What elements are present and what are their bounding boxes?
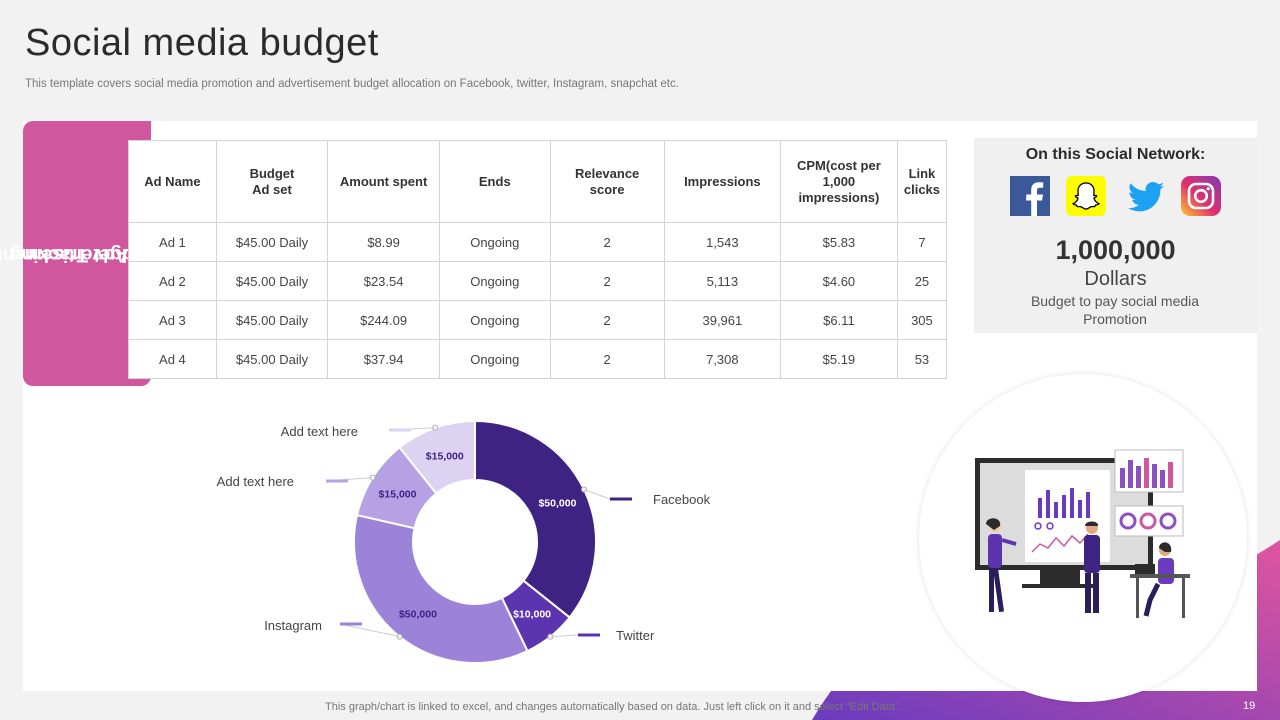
table-cell: 2 (549, 339, 665, 379)
table-cell: 39,961 (663, 300, 781, 340)
header-cpm: CPM(cost per 1,000 impressions) (779, 140, 898, 223)
budget-amount: 1,000,000 (1055, 235, 1176, 265)
table-cell: Ad 4 (128, 339, 217, 379)
donut-slice (353, 513, 529, 664)
facebook-icon (1010, 176, 1050, 216)
header-ad-name: Ad Name (128, 140, 217, 223)
donut-value-label: $50,000 (399, 609, 437, 621)
table-cell: $23.54 (327, 261, 441, 301)
table-row: Ad 2 $45.00 Daily $23.54 Ongoing 2 5,113… (128, 261, 948, 301)
table-cell: Ongoing (439, 300, 551, 340)
table-cell: $6.11 (779, 300, 898, 340)
donut-category-label: Instagram (264, 618, 322, 633)
callout-line (583, 489, 611, 500)
donut-slice (474, 419, 597, 619)
table-cell: 5,113 (663, 261, 781, 301)
donut-value-label: $50,000 (538, 497, 576, 509)
social-network-box (974, 138, 1257, 333)
ad-budget-table: Ad Name Budget Ad set Amount spent Ends … (128, 140, 948, 379)
table-row: Ad 4 $45.00 Daily $37.94 Ongoing 2 7,308… (128, 339, 948, 379)
donut-category-label: Twitter (616, 628, 655, 643)
page-title: Social media budget (25, 22, 379, 64)
header-ends: Ends (439, 140, 551, 223)
donut-category-label: Add text here (217, 474, 294, 489)
instagram-icon (1181, 176, 1221, 216)
callout-line (339, 623, 400, 638)
donut-category-label: Add text here (281, 424, 358, 439)
table-cell: $45.00 Daily (215, 222, 329, 262)
table-cell: 2 (549, 261, 665, 301)
budget-note: Budget to pay social media Promotion (1030, 293, 1200, 327)
table-cell: $45.00 Daily (215, 300, 329, 340)
snapchat-icon (1066, 176, 1106, 216)
table-cell: Ongoing (439, 339, 551, 379)
table-cell: Ongoing (439, 261, 551, 301)
table-cell: 25 (896, 261, 948, 301)
table-cell: $45.00 Daily (215, 261, 329, 301)
page-number: 19 (1243, 700, 1256, 712)
donut-category-label: Facebook (653, 492, 711, 507)
donut-value-label: $15,000 (426, 451, 464, 463)
social-network-title: On this Social Network: (1025, 146, 1206, 163)
budget-unit: Dollars (1084, 268, 1147, 290)
callout-line (550, 634, 579, 638)
donut-value-label: $15,000 (379, 488, 417, 500)
table-cell: $8.99 (327, 222, 441, 262)
table-cell: Ad 1 (128, 222, 217, 262)
table-row: Ad 1 $45.00 Daily $8.99 Ongoing 2 1,543 … (128, 222, 948, 262)
table-cell: 7,308 (663, 339, 781, 379)
table-cell: 2 (549, 300, 665, 340)
table-cell: Ongoing (439, 222, 551, 262)
table-cell: $45.00 Daily (215, 339, 329, 379)
table-cell: 53 (896, 339, 948, 379)
presentation-illustration (975, 449, 1190, 618)
budget-donut-chart: $50,000 $10,000 $50,000 $15,000 $15,000 Face… (217, 419, 711, 664)
header-budget: Budget Ad set (215, 140, 329, 223)
table-cell: $4.60 (779, 261, 898, 301)
donut-value-label: $10,000 (513, 609, 551, 621)
footer-note: This graph/chart is linked to excel, and… (325, 701, 902, 713)
donut-slice (398, 419, 476, 495)
table-header-row: Ad Name Budget Ad set Amount spent Ends … (128, 140, 948, 223)
table-cell: 305 (896, 300, 948, 340)
page-subtitle: This template covers social media promot… (25, 78, 679, 90)
header-link-clicks: Link clicks (896, 140, 948, 223)
table-cell: Ad 2 (128, 261, 217, 301)
table-cell: $5.19 (779, 339, 898, 379)
twitter-icon (1128, 182, 1164, 212)
header-relevance: Relevance score (549, 140, 665, 223)
table-cell: 7 (896, 222, 948, 262)
table-cell: $37.94 (327, 339, 441, 379)
